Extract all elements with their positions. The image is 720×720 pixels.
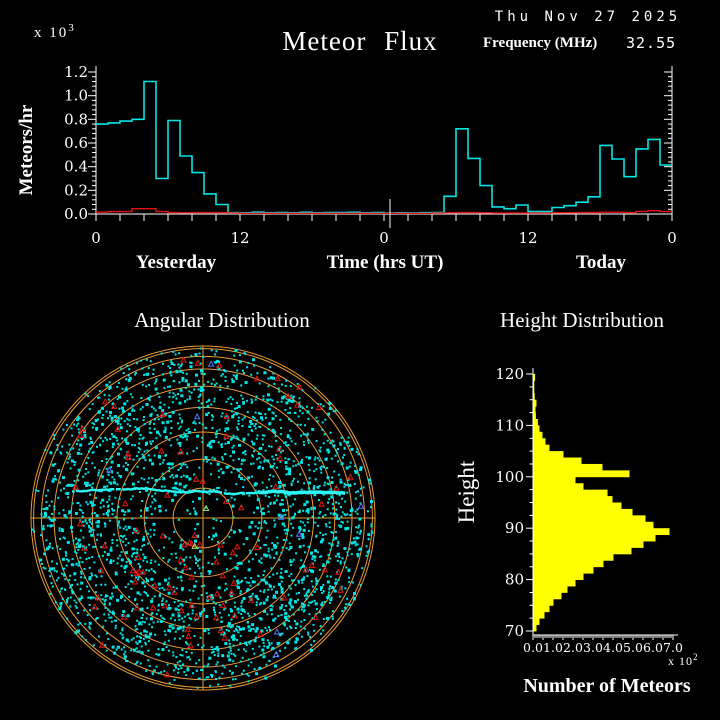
caption-today: Today: [576, 252, 626, 273]
svg-text:0.6: 0.6: [64, 134, 88, 152]
svg-text:110: 110: [495, 416, 524, 434]
svg-text:2.0: 2.0: [563, 640, 583, 655]
flux-ylabel: Meteors/hr: [16, 104, 37, 196]
angular-overdense-markers: [72, 356, 365, 678]
angular-title: Angular Distribution: [134, 308, 310, 332]
height-axes: 70 80 90 100 110 120 0.0 1.0 2.0 3.0 4.0 5.0 6.0 7.0: [495, 365, 683, 655]
svg-text:120: 120: [495, 365, 524, 383]
svg-text:90: 90: [505, 519, 524, 537]
flux-series-background: [96, 208, 672, 214]
height-x-scale-label: x 102: [668, 652, 699, 669]
svg-text:0: 0: [667, 229, 677, 247]
svg-text:1.0: 1.0: [64, 87, 88, 105]
svg-text:6.0: 6.0: [643, 640, 663, 655]
svg-text:0.8: 0.8: [64, 110, 88, 128]
svg-text:12: 12: [518, 229, 537, 247]
date-display: Thu Nov 27 2025: [494, 9, 682, 25]
height-title: Height Distribution: [500, 308, 664, 332]
svg-text:0.2: 0.2: [64, 181, 88, 199]
flux-axes: 0.0 0.2 0.4 0.6 0.8 1.0 1.2 0 12 0 12 0: [64, 63, 677, 247]
svg-text:4.0: 4.0: [603, 640, 623, 655]
svg-text:1.2: 1.2: [64, 63, 88, 81]
flux-y-scale-exp: 3: [68, 22, 76, 34]
svg-text:12: 12: [230, 229, 249, 247]
svg-text:0.0: 0.0: [523, 640, 543, 655]
caption-yesterday: Yesterday: [135, 252, 217, 273]
svg-text:0.0: 0.0: [64, 205, 88, 223]
svg-text:70: 70: [505, 622, 524, 640]
svg-text:7.0: 7.0: [663, 640, 683, 655]
flux-xlabel: Time (hrs UT): [326, 252, 444, 273]
flux-series-rate: [96, 80, 672, 214]
svg-text:0.4: 0.4: [64, 158, 88, 176]
svg-text:5.0: 5.0: [623, 640, 643, 655]
flux-y-scale-label: x 103: [34, 22, 76, 42]
height-x-scale-exp: 2: [693, 652, 699, 662]
height-x-scale-base: x 10: [668, 654, 693, 668]
svg-text:80: 80: [505, 571, 524, 589]
flux-y-scale-base: x 10: [34, 25, 69, 41]
angular-echo-streak: [72, 487, 346, 496]
svg-text:0: 0: [379, 229, 389, 247]
svg-text:100: 100: [495, 468, 524, 486]
frequency-value: 32.55: [626, 34, 677, 52]
angular-echo-points: [31, 347, 374, 689]
height-xlabel: Number of Meteors: [523, 675, 691, 697]
page-title: Meteor Flux: [282, 26, 438, 56]
height-bars: [533, 374, 670, 632]
svg-text:1.0: 1.0: [543, 640, 563, 655]
frequency-label: Frequency (MHz): [483, 35, 598, 51]
height-ylabel: Height: [454, 460, 479, 524]
svg-text:3.0: 3.0: [583, 640, 603, 655]
svg-text:0: 0: [91, 229, 101, 247]
